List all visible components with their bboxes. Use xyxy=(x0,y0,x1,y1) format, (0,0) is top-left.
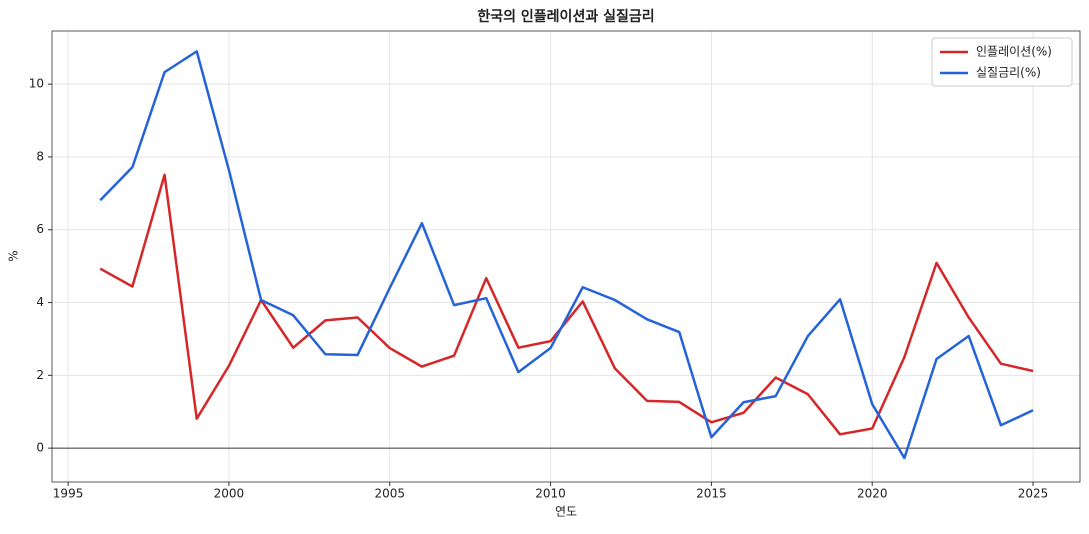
x-tick-label: 2015 xyxy=(696,487,727,501)
series-line xyxy=(99,50,1034,460)
x-axis-label: 연도 xyxy=(555,505,577,519)
y-axis-label: % xyxy=(7,250,21,261)
x-tick-label: 2000 xyxy=(214,487,245,501)
y-tick-label: 10 xyxy=(29,77,44,91)
series-line xyxy=(99,173,1034,436)
legend-label: 실질금리(%) xyxy=(976,66,1041,80)
y-tick-label: 0 xyxy=(36,441,44,455)
legend-label: 인플레이션(%) xyxy=(976,45,1052,59)
plot-frame xyxy=(51,30,1081,483)
x-tick-label: 1995 xyxy=(53,487,84,501)
y-tick-label: 4 xyxy=(36,295,44,309)
chart-title: 한국의 인플레이션과 실질금리 xyxy=(477,8,654,25)
x-tick-label: 2020 xyxy=(857,487,888,501)
x-tick-label: 2025 xyxy=(1018,487,1049,501)
y-tick-label: 6 xyxy=(36,222,44,236)
x-tick-label: 2010 xyxy=(535,487,566,501)
y-tick-label: 8 xyxy=(36,149,44,163)
y-tick-label: 2 xyxy=(36,368,44,382)
x-tick-label: 2005 xyxy=(374,487,405,501)
